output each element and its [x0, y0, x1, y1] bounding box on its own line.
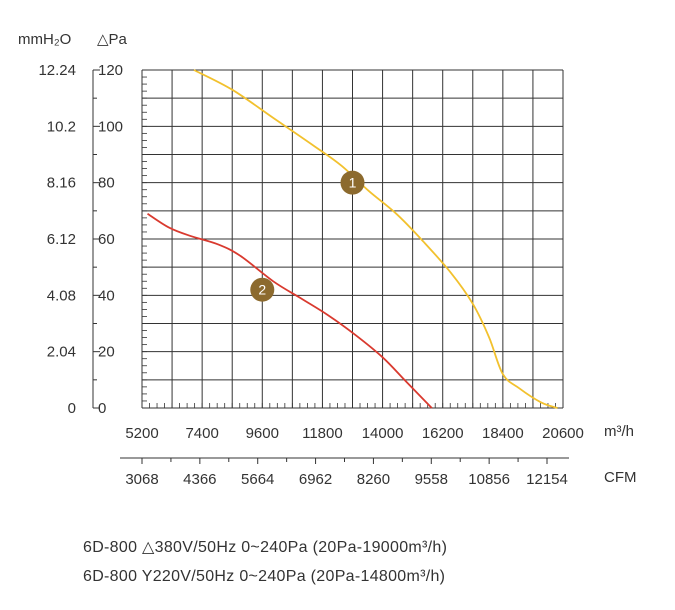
y-tick-label-mmh2o: 2.04 — [47, 344, 76, 361]
x-unit-cfm: CFM — [604, 469, 637, 486]
y-tick-label-pa: 60 — [98, 231, 115, 248]
series-1-curve — [193, 69, 558, 409]
x-tick-label-m3h: 9600 — [246, 425, 279, 442]
x-tick-label-cfm: 5664 — [241, 471, 274, 488]
caption-line-2: 6D-800 Y220V/50Hz 0~240Pa (20Pa-14800m³/… — [83, 568, 446, 585]
series-2-curve — [147, 212, 433, 409]
x-tick-label-cfm: 3068 — [125, 471, 158, 488]
y-tick-label-mmh2o: 12.24 — [38, 62, 76, 79]
y-tick-label-mmh2o: 10.2 — [47, 118, 76, 135]
y-tick-label-mmh2o: 6.12 — [47, 231, 76, 248]
x-tick-label-m3h: 20600 — [542, 425, 584, 442]
fan-performance-chart: 12 00202.04404.08606.12808.1610010.21201… — [18, 31, 637, 488]
caption-line-1: 6D-800 △380V/50Hz 0~240Pa (20Pa-19000m³/… — [83, 539, 448, 556]
y-unit-mmh2o: mmH₂O — [18, 31, 71, 48]
chart-grid — [141, 69, 564, 409]
x-tick-label-cfm: 9558 — [415, 471, 448, 488]
series-2-marker — [250, 277, 275, 302]
x-tick-label-m3h: 5200 — [125, 425, 158, 442]
x-tick-label-m3h: 14000 — [362, 425, 404, 442]
y-tick-label-mmh2o: 8.16 — [47, 175, 76, 192]
y-tick-label-pa: 100 — [98, 118, 123, 135]
x-tick-label-m3h: 18400 — [482, 425, 524, 442]
series-1-marker — [340, 170, 365, 195]
x-tick-label-cfm: 4366 — [183, 471, 216, 488]
y-tick-label-mmh2o: 4.08 — [47, 287, 76, 304]
y-tick-label-mmh2o: 0 — [68, 400, 76, 417]
x-tick-label-cfm: 10856 — [468, 471, 510, 488]
chart-axes — [92, 69, 569, 464]
x-tick-label-cfm: 6962 — [299, 471, 332, 488]
x-unit-m3h: m³/h — [604, 423, 634, 440]
x-tick-label-cfm: 8260 — [357, 471, 390, 488]
x-tick-label-m3h: 16200 — [422, 425, 464, 442]
x-tick-label-m3h: 7400 — [185, 425, 218, 442]
y-tick-label-pa: 20 — [98, 344, 115, 361]
series-1-marker-label: 1 — [349, 175, 357, 191]
chart-series: 12 — [147, 69, 558, 409]
y-unit-pa: △Pa — [97, 31, 128, 48]
x-tick-label-m3h: 11800 — [302, 425, 343, 442]
y-tick-label-pa: 80 — [98, 175, 115, 192]
chart-labels: 0 0 20 2.04 40 4.08 60 6.12 80 8.16 100 10.2 120 12.2… — [18, 31, 637, 488]
model-captions: 6D-800 △380V/50Hz 0~240Pa (20Pa-19000m³/… — [83, 533, 447, 591]
y-tick-label-pa: 40 — [98, 287, 115, 304]
x-tick-label-cfm: 12154 — [526, 471, 568, 488]
y-tick-label-pa: 0 — [98, 400, 106, 417]
series-2-marker-label: 2 — [258, 282, 266, 298]
y-tick-label-pa: 120 — [98, 62, 123, 79]
